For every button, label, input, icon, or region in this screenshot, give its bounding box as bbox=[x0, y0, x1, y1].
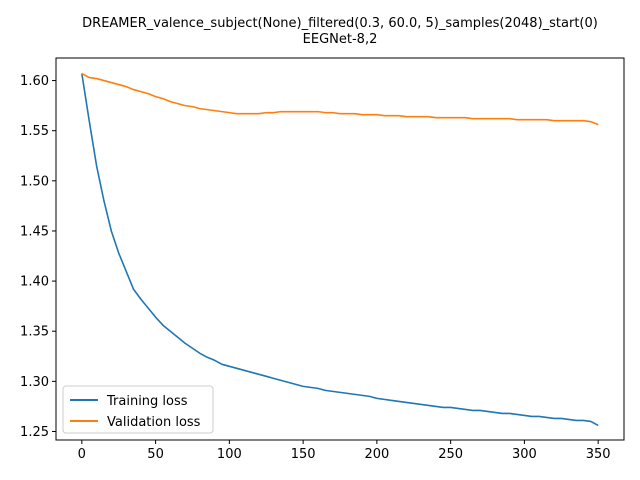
y-tick-label: 1.40 bbox=[20, 275, 49, 290]
series-line-validation-loss bbox=[81, 72, 599, 126]
plot-area-frame bbox=[55, 57, 625, 441]
x-tick-label: 350 bbox=[586, 447, 611, 462]
x-tick-label: 300 bbox=[512, 447, 537, 462]
legend-box bbox=[62, 385, 214, 434]
x-tick-label: 50 bbox=[147, 447, 164, 462]
legend-label-validation: Validation loss bbox=[107, 415, 201, 430]
y-tick-label: 1.25 bbox=[20, 425, 49, 440]
series-line-training-loss bbox=[81, 73, 599, 427]
x-tick-label: 100 bbox=[217, 447, 242, 462]
y-tick-label: 1.60 bbox=[20, 74, 49, 89]
x-tick-label: 0 bbox=[78, 447, 86, 462]
y-tick-label: 1.35 bbox=[20, 325, 49, 340]
y-tick-label: 1.45 bbox=[20, 224, 49, 239]
legend-label-training: Training loss bbox=[106, 394, 188, 409]
y-tick-label: 1.50 bbox=[20, 174, 49, 189]
y-axis-ticks: 1.25 1.30 1.35 1.40 1.45 1.50 1.55 1.60 bbox=[20, 74, 56, 440]
legend: Training loss Validation loss bbox=[62, 385, 214, 434]
series-layer bbox=[81, 72, 599, 427]
x-tick-label: 150 bbox=[291, 447, 316, 462]
chart-title-line-1: DREAMER_valence_subject(None)_filtered(0… bbox=[82, 16, 598, 31]
x-axis-ticks: 0 50 100 150 200 250 300 350 bbox=[78, 440, 611, 462]
y-tick-label: 1.30 bbox=[20, 375, 49, 390]
y-tick-label: 1.55 bbox=[20, 124, 49, 139]
x-tick-label: 250 bbox=[438, 447, 463, 462]
chart-title-line-2: EEGNet-8,2 bbox=[303, 32, 378, 47]
x-tick-label: 200 bbox=[364, 447, 389, 462]
